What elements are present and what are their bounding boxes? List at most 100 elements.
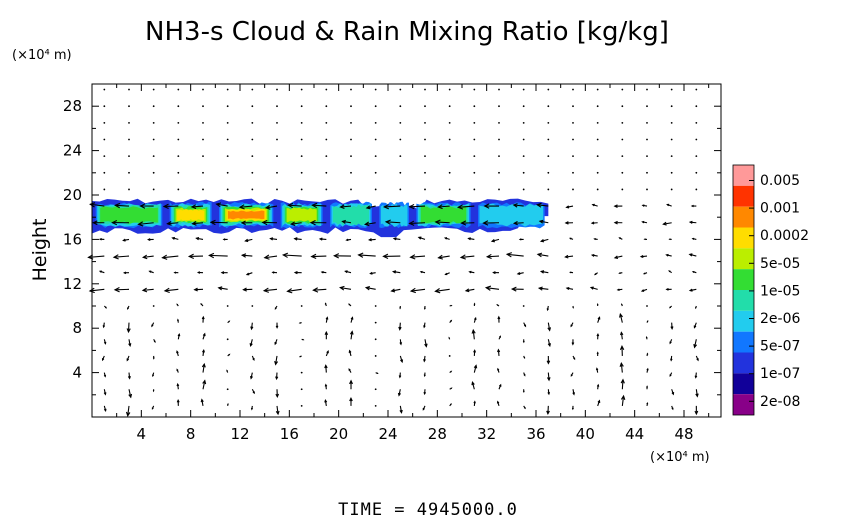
wind-vector-head — [382, 204, 390, 210]
wind-vector-dot — [276, 121, 278, 124]
wind-vector-head — [262, 287, 270, 293]
wind-vector — [449, 304, 453, 307]
colorbar-swatch — [733, 206, 754, 228]
wind-vector-dot — [152, 171, 155, 174]
wind-vector-head — [499, 335, 501, 338]
wind-vector-head — [176, 350, 179, 354]
wind-vector — [350, 316, 354, 323]
wind-vector — [339, 204, 352, 210]
wind-vector-head — [345, 238, 349, 242]
colorbar-swatch — [733, 269, 754, 290]
wind-vector — [467, 237, 475, 241]
wind-vector — [87, 254, 105, 260]
wind-vector-head — [669, 374, 672, 377]
colorbar-frame — [732, 164, 755, 416]
wind-vector-head — [645, 336, 648, 339]
wind-vector-head — [590, 221, 595, 225]
wind-vector-head — [348, 303, 351, 306]
wind-vector-dot — [670, 105, 673, 108]
wind-vector-head — [171, 236, 175, 240]
wind-vector — [694, 405, 699, 416]
wind-vector — [670, 322, 674, 331]
x-tick-label: 36 — [526, 425, 545, 443]
wind-vector — [324, 383, 328, 390]
wind-vector-shaft — [90, 203, 105, 207]
wind-vector-head — [665, 253, 669, 257]
wind-vector — [668, 270, 672, 274]
wind-vector-dot — [399, 155, 402, 158]
wind-vector-head — [293, 237, 298, 241]
wind-vector — [141, 287, 154, 293]
wind-vector — [572, 389, 576, 396]
wind-vector-head — [176, 399, 180, 403]
wind-vector-shaft — [239, 205, 253, 208]
colorbar-swatch — [733, 227, 754, 249]
wind-vector-dot — [424, 138, 426, 141]
wind-vector-dot — [646, 88, 648, 91]
wind-vector — [103, 372, 107, 378]
wind-vector — [171, 236, 179, 240]
wind-vector — [569, 237, 574, 240]
wind-vector-shaft — [694, 339, 697, 348]
wind-vector-dot — [448, 155, 451, 158]
wind-vector — [152, 389, 155, 393]
wind-vector — [289, 221, 302, 226]
wind-vector-head — [669, 306, 672, 309]
wind-vector — [176, 350, 179, 357]
wind-vector-head — [510, 286, 517, 292]
wind-vector — [251, 355, 255, 362]
colorbar-label: 0.001 — [760, 201, 800, 217]
wind-vector-head — [572, 392, 576, 396]
cloud-intensity-blob — [286, 207, 317, 223]
wind-vector-dot — [300, 88, 303, 91]
wind-vector-shaft — [621, 395, 625, 406]
wind-vector-dot — [498, 105, 500, 108]
wind-vector-dot — [276, 88, 278, 91]
wind-vector — [471, 328, 476, 340]
wind-vector-shaft — [167, 222, 179, 225]
wind-vector-shaft — [537, 204, 549, 207]
wind-vector-head — [264, 204, 271, 210]
wind-vector-dot — [128, 171, 130, 174]
wind-vector — [498, 383, 502, 390]
wind-vector-head — [448, 336, 450, 339]
wind-vector-head — [244, 238, 249, 243]
wind-vector — [449, 387, 453, 390]
wind-vector-dot — [473, 105, 476, 108]
wind-vector — [311, 202, 327, 209]
wind-vector-dot — [621, 138, 624, 141]
wind-vector — [114, 202, 130, 209]
wind-vector-head — [443, 237, 448, 240]
wind-vector-dot — [448, 138, 451, 141]
wind-vector-head — [311, 202, 318, 209]
wind-vector-shaft — [218, 287, 228, 290]
wind-vector — [161, 254, 179, 260]
wind-vector — [471, 381, 475, 390]
wind-vector — [244, 238, 253, 243]
wind-vector-head — [547, 392, 551, 396]
wind-vector-head — [618, 272, 621, 275]
colorbar-label: 2e-08 — [760, 394, 800, 410]
wind-vector-dot — [226, 188, 229, 191]
wind-vector — [127, 372, 131, 380]
wind-vector-head — [570, 324, 573, 328]
wind-vector-shaft — [283, 254, 302, 257]
wind-vector-shaft — [411, 288, 426, 292]
wind-vector-head — [113, 286, 120, 293]
wind-vector — [357, 252, 376, 258]
wind-vector-head — [613, 204, 618, 208]
wind-vector — [365, 205, 376, 210]
wind-vector-head — [365, 205, 371, 210]
wind-vector — [191, 221, 204, 226]
wind-vector — [596, 351, 599, 356]
wind-vector-head — [190, 204, 197, 210]
colorbar-swatch — [733, 331, 754, 353]
x-tick-label: 16 — [280, 425, 299, 443]
wind-vector-head — [670, 326, 674, 331]
wind-vector-head — [594, 273, 597, 276]
wind-vector-head — [274, 341, 278, 346]
wind-vector — [262, 287, 278, 293]
wind-vector — [464, 288, 475, 293]
wind-vector — [151, 405, 155, 410]
wind-vector-dot — [374, 405, 377, 407]
